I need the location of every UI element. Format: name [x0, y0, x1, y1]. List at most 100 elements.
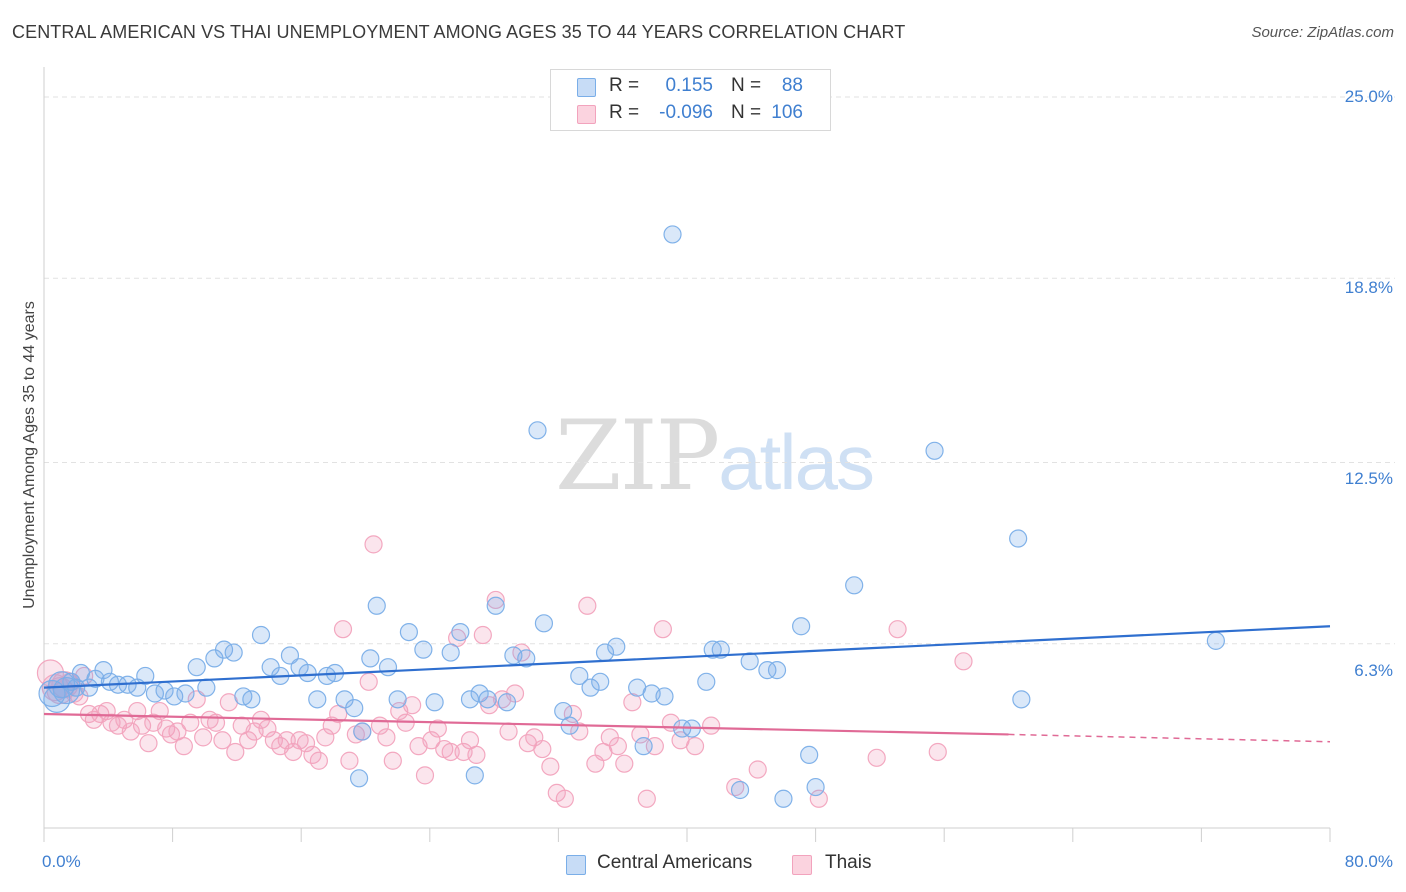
thais-point: [364, 535, 383, 554]
thais-point: [121, 722, 140, 741]
thais-point: [181, 713, 200, 732]
thais-point: [415, 766, 435, 785]
legend-r-value: 0.155: [665, 75, 713, 96]
central-americans-point: [1206, 631, 1225, 650]
legend-swatch-blue: [577, 78, 596, 97]
thais-point: [322, 716, 341, 735]
legend-row-central-americans: R = 0.155 N = 88: [551, 74, 830, 100]
central-americans-point: [697, 672, 716, 691]
thais-point: [653, 620, 672, 639]
thais-trend-line-extension: [1008, 733, 1331, 743]
grid-lines: [44, 96, 1395, 645]
thais-point: [685, 737, 705, 756]
thais-point: [928, 742, 947, 762]
central-americans-point: [425, 693, 444, 712]
thais-point: [867, 748, 886, 767]
thais-point: [809, 789, 828, 808]
central-americans-point: [634, 737, 653, 756]
thais-point: [555, 789, 574, 808]
central-americans-point: [460, 690, 480, 709]
thais-points: [36, 535, 973, 808]
central-americans-point: [187, 658, 206, 677]
thais-point: [428, 719, 447, 738]
central-americans-point: [251, 625, 271, 645]
central-americans-point: [165, 687, 184, 706]
central-americans-point: [740, 652, 759, 671]
thais-point: [533, 739, 552, 759]
thais-point: [174, 737, 193, 756]
thais-point: [637, 789, 656, 808]
central-americans-point: [298, 663, 317, 683]
y-tick-label: 6.3%: [1354, 661, 1393, 680]
thais-point: [36, 659, 65, 687]
legend-swatch-blue: [566, 855, 586, 875]
central-americans-point: [242, 690, 261, 709]
central-americans-point: [451, 622, 470, 642]
central-americans-point: [663, 225, 682, 244]
thais-point: [578, 596, 597, 615]
thais-point: [473, 625, 492, 645]
central-americans-point: [224, 643, 243, 662]
thais-point: [486, 590, 505, 610]
legend-n-value: 88: [781, 75, 803, 96]
thais-point: [258, 719, 277, 738]
central-americans-point: [414, 640, 433, 659]
central-americans-point: [441, 643, 460, 662]
central-americans-point: [806, 777, 825, 797]
thais-point: [284, 742, 303, 762]
thais-point: [309, 751, 328, 770]
central-americans-point: [607, 637, 626, 656]
central-americans-point: [655, 687, 674, 706]
central-americans-point: [581, 678, 600, 697]
central-americans-point: [478, 690, 497, 709]
chart-title: CENTRAL AMERICAN VS THAI UNEMPLOYMENT AM…: [12, 22, 906, 42]
legend-n-label: N =: [731, 75, 762, 96]
legend-row-thais: R = -0.096 N = 106: [551, 101, 830, 127]
central-americans-point: [730, 780, 750, 800]
central-americans-point: [67, 678, 86, 697]
thais-point: [359, 672, 378, 691]
central-americans-point: [534, 614, 554, 633]
stats-legend: R = 0.155 N = 88 R = -0.096 N = 106: [550, 69, 831, 131]
thais-point: [296, 734, 316, 753]
central-americans-point: [349, 769, 369, 788]
legend-r-label: R =: [609, 102, 640, 123]
central-americans-point: [845, 576, 864, 595]
y-axis-label: Unemployment Among Ages 35 to 44 years: [21, 301, 38, 609]
y-tick-label: 12.5%: [1344, 469, 1393, 488]
central-americans-point: [570, 666, 589, 686]
central-americans-point: [792, 617, 811, 636]
central-americans-trend-line: [43, 625, 1331, 689]
watermark-zip: ZIP: [555, 400, 720, 512]
x-tick-label-max: 80.0%: [1344, 852, 1393, 871]
thais-point: [194, 728, 213, 747]
legend-n-value: 106: [771, 102, 803, 123]
trend-lines: [43, 625, 1331, 743]
central-americans-point: [591, 672, 610, 691]
central-americans-point: [774, 789, 793, 808]
legend-swatch-pink: [577, 105, 596, 124]
thais-point: [615, 754, 634, 773]
thais-point: [570, 722, 589, 741]
legend-r-value: -0.096: [659, 102, 713, 123]
central-americans-point: [388, 690, 407, 709]
central-americans-point: [925, 441, 944, 460]
thais-point: [377, 728, 396, 747]
source-label: Source: ZipAtlas.com: [1251, 24, 1394, 41]
central-americans-point: [1009, 529, 1028, 548]
central-americans-point: [136, 666, 155, 686]
thais-point: [187, 690, 206, 709]
thais-point: [499, 722, 518, 741]
thais-point: [422, 731, 441, 750]
legend-label-thais: Thais: [825, 852, 872, 873]
thais-point: [226, 742, 245, 762]
central-americans-point: [176, 684, 195, 703]
central-americans-point: [345, 699, 364, 718]
thais-point: [383, 751, 402, 770]
central-americans-point: [711, 640, 730, 659]
thais-point: [623, 693, 642, 712]
legend-swatch-pink: [792, 855, 812, 875]
thais-point: [213, 731, 232, 750]
y-tick-label: 25.0%: [1344, 87, 1393, 106]
